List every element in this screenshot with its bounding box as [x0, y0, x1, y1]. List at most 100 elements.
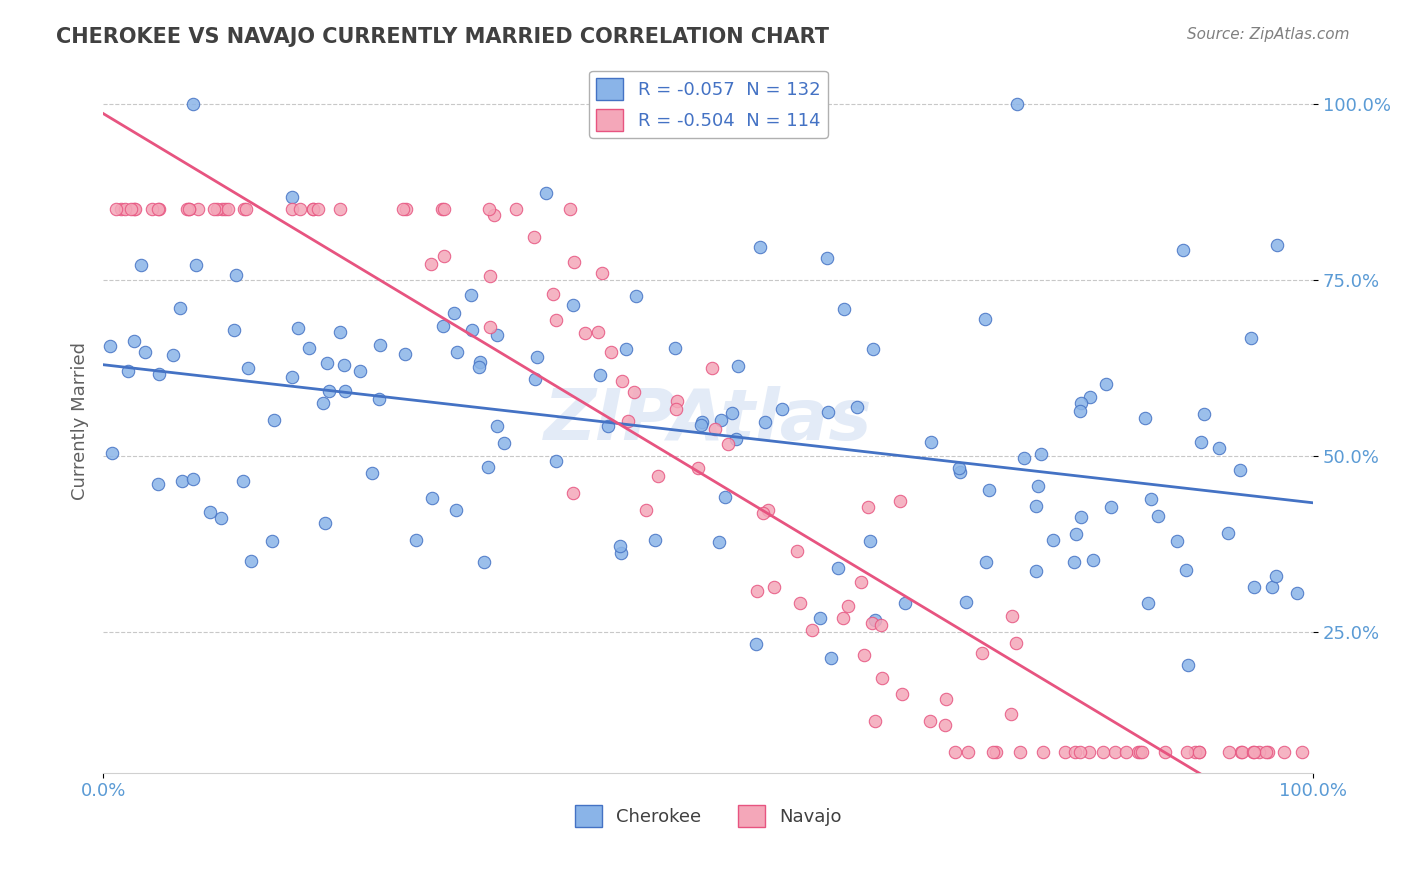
Cherokee [318, 384, 340, 399]
Cherokee [1192, 407, 1215, 421]
Navajo [586, 325, 609, 339]
Cherokee [222, 323, 245, 337]
Cherokee [846, 401, 869, 415]
Navajo [934, 718, 956, 732]
Cherokee [232, 474, 254, 488]
Cherokee [692, 415, 714, 429]
Cherokee [134, 345, 156, 359]
Navajo [177, 202, 200, 217]
Navajo [505, 202, 527, 217]
Cherokee [1026, 479, 1049, 493]
Cherokee [808, 610, 831, 624]
Navajo [217, 202, 239, 217]
Navajo [1001, 609, 1024, 624]
Navajo [623, 385, 645, 400]
Cherokee [1081, 553, 1104, 567]
Cherokee [1189, 434, 1212, 449]
Navajo [141, 202, 163, 217]
Navajo [863, 714, 886, 728]
Navajo [889, 493, 911, 508]
Navajo [1241, 745, 1264, 759]
Cherokee [817, 405, 839, 419]
Navajo [1256, 745, 1278, 759]
Navajo [105, 202, 128, 217]
Navajo [202, 202, 225, 217]
Cherokee [1208, 442, 1230, 456]
Navajo [546, 313, 568, 327]
Cherokee [894, 596, 917, 610]
Cherokee [122, 334, 145, 348]
Navajo [1092, 745, 1115, 759]
Navajo [1154, 745, 1177, 759]
Cherokee [589, 368, 612, 383]
Cherokee [562, 298, 585, 312]
Cherokee [614, 343, 637, 357]
Navajo [329, 202, 352, 217]
Cherokee [820, 650, 842, 665]
Navajo [392, 202, 415, 217]
Navajo [433, 249, 456, 263]
Navajo [1010, 745, 1032, 759]
Navajo [1230, 745, 1253, 759]
Cherokee [333, 384, 356, 398]
Navajo [207, 202, 229, 217]
Cherokee [314, 516, 336, 530]
Navajo [869, 618, 891, 632]
Navajo [1064, 745, 1087, 759]
Navajo [918, 714, 941, 728]
Cherokee [420, 491, 443, 505]
Cherokee [485, 328, 508, 343]
Cherokee [770, 402, 793, 417]
Cherokee [526, 350, 548, 364]
Navajo [1218, 745, 1240, 759]
Navajo [1115, 745, 1137, 759]
Navajo [891, 687, 914, 701]
Navajo [837, 599, 859, 613]
Navajo [395, 202, 418, 217]
Navajo [187, 202, 209, 217]
Cherokee [1012, 451, 1035, 466]
Cherokee [281, 370, 304, 384]
Cherokee [1175, 563, 1198, 577]
Cherokee [148, 367, 170, 381]
Navajo [1000, 707, 1022, 722]
Navajo [110, 202, 132, 217]
Cherokee [312, 396, 335, 410]
Legend: Cherokee, Navajo: Cherokee, Navajo [568, 797, 849, 834]
Cherokee [1064, 526, 1087, 541]
Cherokee [1070, 396, 1092, 410]
Navajo [1188, 745, 1211, 759]
Navajo [114, 202, 136, 217]
Cherokee [1229, 463, 1251, 477]
Navajo [214, 202, 236, 217]
Text: ZIPAtlas: ZIPAtlas [544, 386, 873, 455]
Cherokee [349, 364, 371, 378]
Cherokee [361, 467, 384, 481]
Navajo [290, 202, 312, 217]
Navajo [1032, 745, 1054, 759]
Cherokee [1173, 243, 1195, 257]
Cherokee [1260, 580, 1282, 594]
Cherokee [225, 268, 247, 282]
Navajo [560, 202, 582, 217]
Cherokee [1146, 509, 1168, 524]
Cherokee [624, 289, 647, 303]
Navajo [756, 503, 779, 517]
Navajo [235, 202, 257, 217]
Navajo [1130, 745, 1153, 759]
Cherokee [405, 533, 427, 547]
Navajo [856, 500, 879, 514]
Cherokee [1218, 525, 1240, 540]
Cherokee [1265, 238, 1288, 252]
Navajo [984, 745, 1007, 759]
Cherokee [721, 406, 744, 420]
Cherokee [315, 356, 337, 370]
Navajo [1184, 745, 1206, 759]
Navajo [176, 202, 198, 217]
Cherokee [169, 301, 191, 315]
Cherokee [754, 415, 776, 429]
Cherokee [1070, 510, 1092, 524]
Cherokee [260, 534, 283, 549]
Cherokee [1265, 569, 1288, 583]
Navajo [120, 202, 142, 217]
